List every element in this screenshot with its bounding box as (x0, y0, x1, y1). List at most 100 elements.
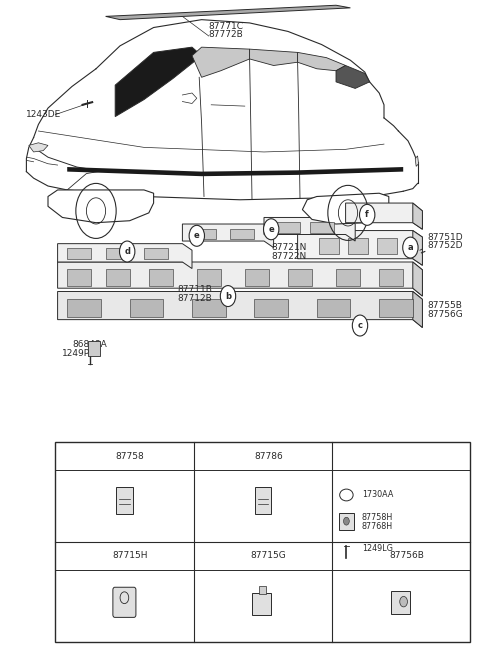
FancyBboxPatch shape (230, 229, 254, 239)
Polygon shape (192, 47, 250, 77)
Text: 87751D: 87751D (427, 233, 463, 242)
FancyBboxPatch shape (252, 593, 271, 616)
Text: f: f (340, 552, 343, 561)
Text: e: e (201, 552, 206, 561)
FancyBboxPatch shape (348, 238, 368, 254)
Circle shape (403, 237, 418, 258)
FancyBboxPatch shape (67, 269, 91, 286)
Circle shape (220, 286, 236, 307)
Polygon shape (58, 244, 192, 269)
FancyBboxPatch shape (113, 588, 136, 618)
FancyBboxPatch shape (67, 299, 101, 317)
Text: e: e (268, 225, 274, 234)
Text: 87721N: 87721N (271, 243, 307, 252)
Polygon shape (298, 52, 346, 71)
Text: 87772B: 87772B (209, 30, 243, 39)
FancyBboxPatch shape (319, 238, 339, 254)
Circle shape (196, 547, 210, 565)
FancyBboxPatch shape (288, 269, 312, 286)
Polygon shape (413, 262, 422, 296)
Text: 87715H: 87715H (112, 552, 148, 561)
Text: 87758: 87758 (116, 451, 144, 460)
Circle shape (352, 315, 368, 336)
Circle shape (120, 241, 135, 262)
Text: d: d (62, 552, 68, 561)
Text: c: c (339, 451, 344, 460)
Polygon shape (106, 5, 350, 20)
Polygon shape (264, 217, 355, 241)
Text: 1730AA: 1730AA (362, 491, 393, 500)
FancyBboxPatch shape (336, 269, 360, 286)
Circle shape (335, 447, 348, 465)
Text: 87771C: 87771C (209, 22, 244, 31)
FancyBboxPatch shape (259, 586, 266, 594)
Polygon shape (250, 49, 298, 66)
Polygon shape (413, 231, 422, 265)
Text: 87715G: 87715G (251, 552, 287, 561)
Text: 86848A: 86848A (72, 340, 107, 349)
FancyBboxPatch shape (106, 248, 130, 259)
Polygon shape (298, 231, 422, 265)
Text: 1243DE: 1243DE (26, 110, 61, 119)
Text: 87722N: 87722N (271, 252, 306, 261)
FancyBboxPatch shape (254, 299, 288, 317)
Circle shape (335, 547, 348, 565)
Polygon shape (413, 203, 422, 229)
Text: 87712B: 87712B (178, 293, 212, 303)
Circle shape (196, 447, 210, 465)
Circle shape (264, 219, 279, 240)
FancyBboxPatch shape (192, 229, 216, 239)
Circle shape (400, 597, 408, 607)
Circle shape (58, 547, 72, 565)
Circle shape (189, 225, 204, 246)
Text: 1249LG: 1249LG (362, 544, 393, 553)
Polygon shape (336, 66, 370, 88)
Circle shape (58, 447, 72, 465)
Polygon shape (302, 193, 389, 224)
Text: f: f (365, 210, 369, 219)
FancyBboxPatch shape (197, 269, 221, 286)
FancyBboxPatch shape (276, 222, 300, 233)
FancyBboxPatch shape (116, 487, 132, 514)
Text: 87758H: 87758H (362, 513, 393, 522)
Text: 87756B: 87756B (390, 552, 424, 561)
Polygon shape (48, 190, 154, 223)
Polygon shape (182, 224, 274, 248)
FancyBboxPatch shape (144, 248, 168, 259)
FancyBboxPatch shape (377, 238, 397, 254)
FancyBboxPatch shape (310, 222, 334, 233)
Polygon shape (58, 262, 422, 296)
FancyBboxPatch shape (391, 591, 410, 614)
Text: 87756G: 87756G (427, 310, 463, 319)
Text: d: d (124, 247, 130, 256)
Text: c: c (358, 321, 362, 330)
Text: 87768H: 87768H (362, 522, 393, 531)
Text: b: b (201, 451, 206, 460)
FancyBboxPatch shape (88, 341, 100, 356)
Circle shape (360, 204, 375, 225)
Text: 87755B: 87755B (427, 301, 462, 310)
FancyBboxPatch shape (130, 299, 163, 317)
FancyBboxPatch shape (379, 269, 403, 286)
Polygon shape (415, 156, 419, 166)
Text: b: b (225, 291, 231, 301)
Polygon shape (58, 291, 422, 328)
FancyBboxPatch shape (106, 269, 130, 286)
Text: e: e (194, 231, 200, 240)
Polygon shape (346, 203, 422, 229)
FancyBboxPatch shape (317, 299, 350, 317)
FancyBboxPatch shape (192, 299, 226, 317)
Polygon shape (413, 291, 422, 328)
Text: a: a (62, 451, 67, 460)
Circle shape (344, 517, 349, 525)
Text: 87752D: 87752D (427, 241, 463, 250)
Polygon shape (115, 47, 202, 117)
FancyBboxPatch shape (339, 513, 354, 530)
FancyBboxPatch shape (379, 299, 413, 317)
FancyBboxPatch shape (254, 487, 271, 514)
FancyBboxPatch shape (55, 442, 470, 642)
FancyBboxPatch shape (67, 248, 91, 259)
FancyBboxPatch shape (149, 269, 173, 286)
Text: 1249PN: 1249PN (62, 349, 97, 358)
Text: a: a (408, 243, 413, 252)
